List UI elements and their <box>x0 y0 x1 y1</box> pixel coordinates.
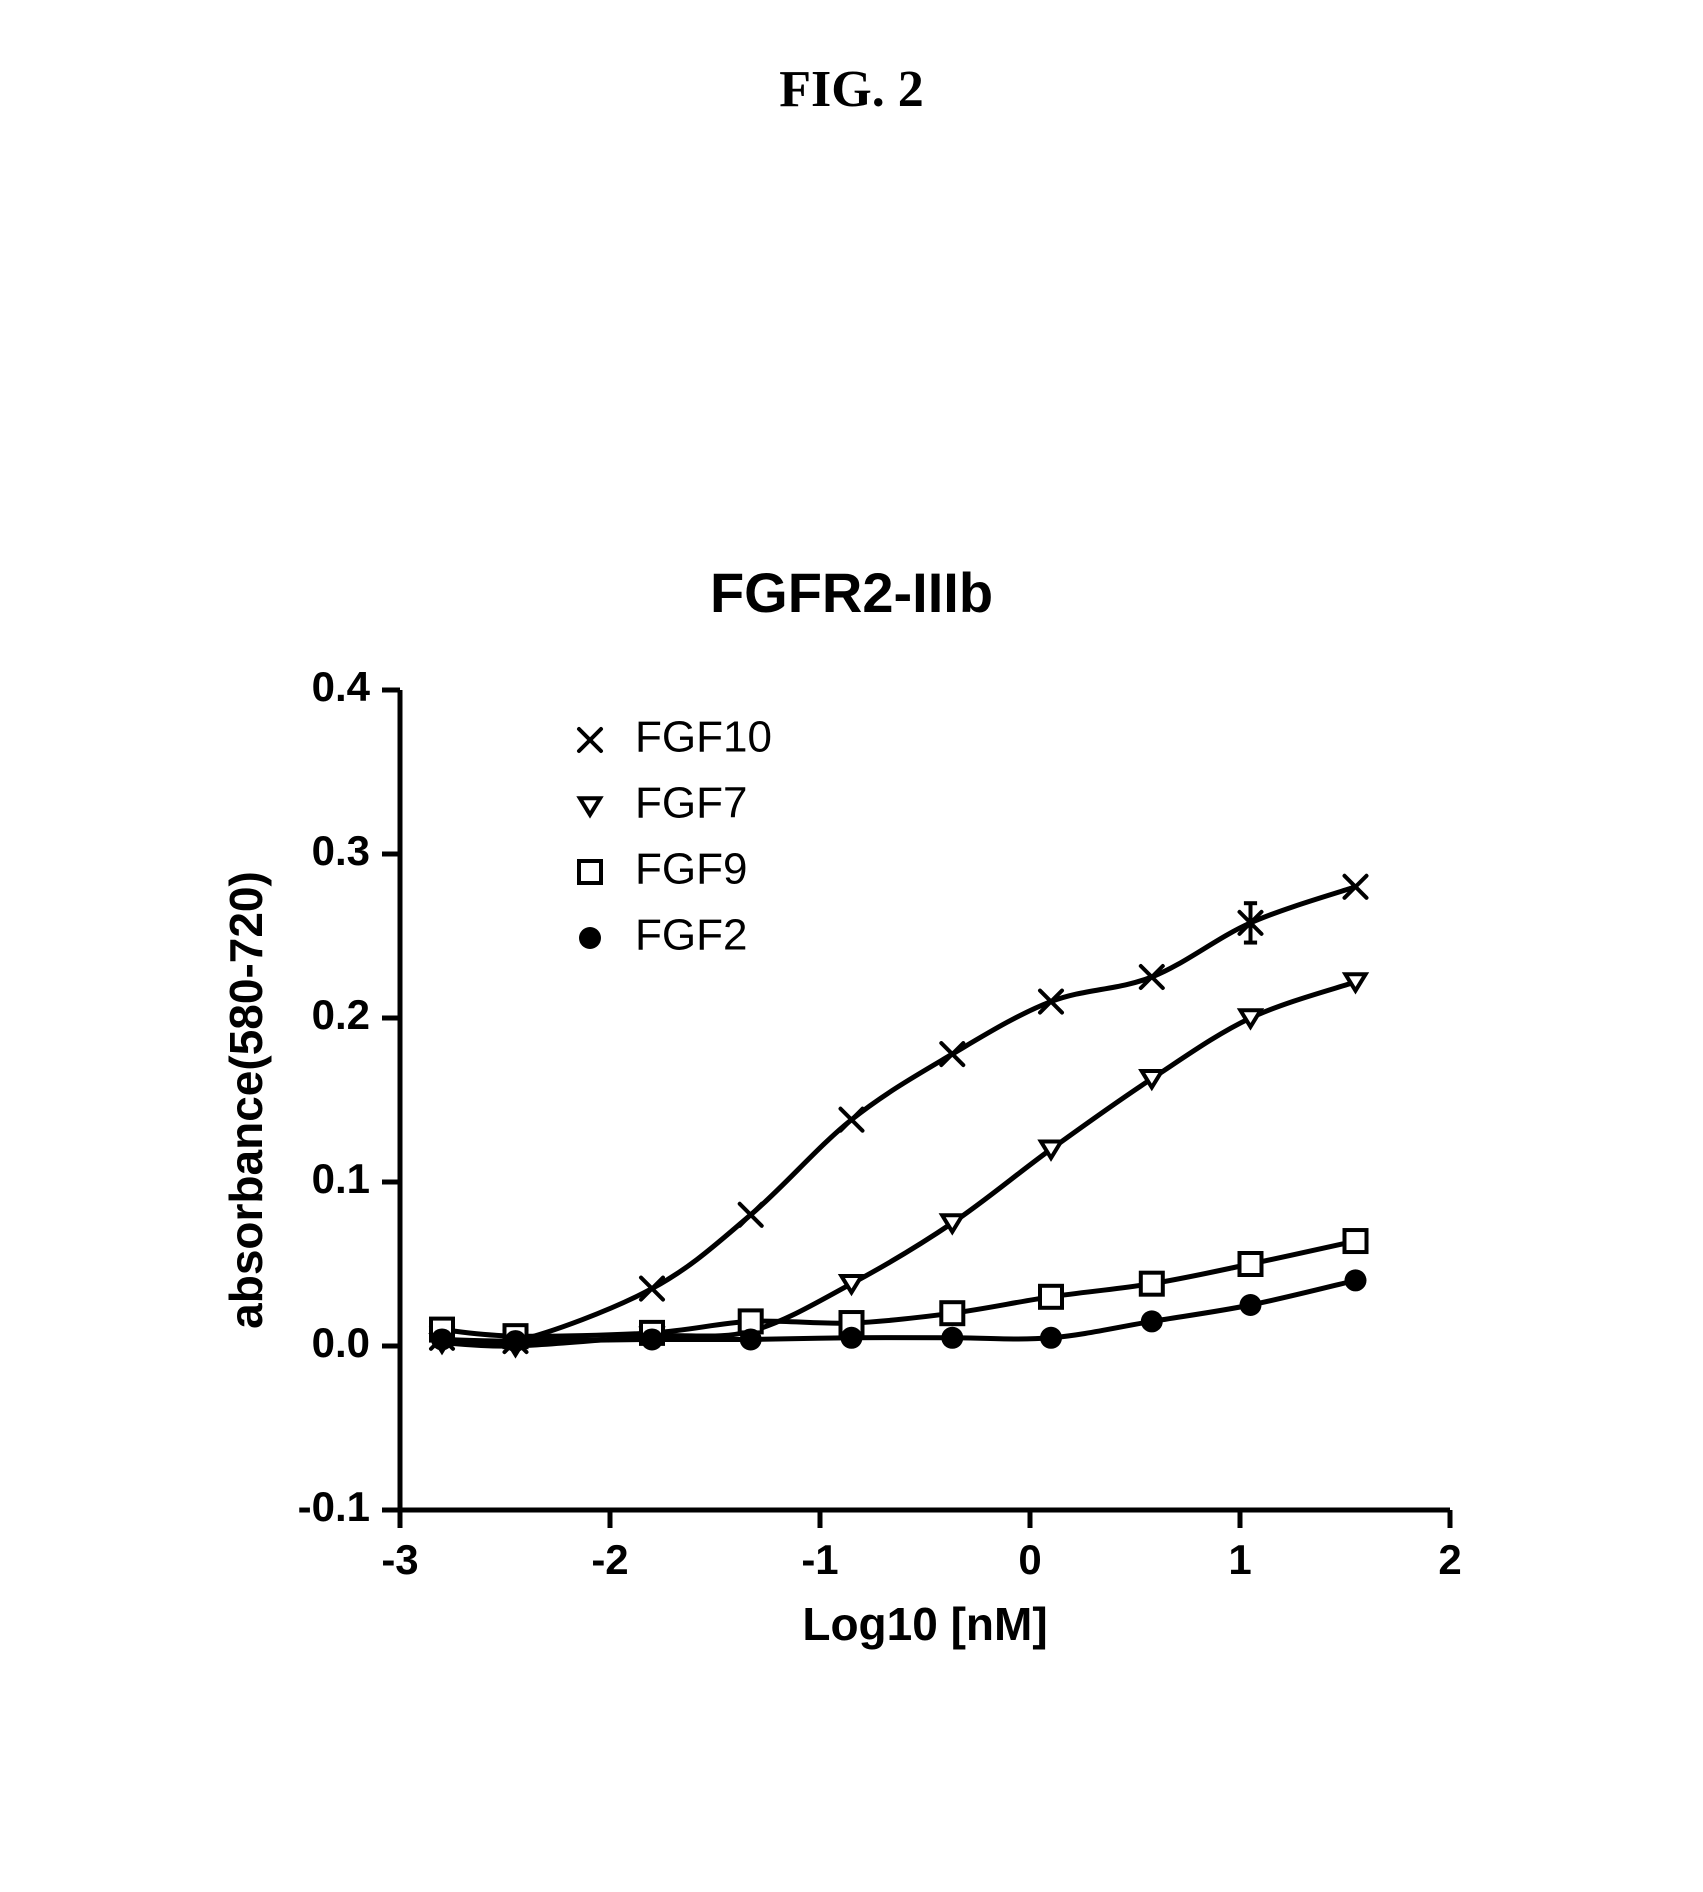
y-tick-label: -0.1 <box>298 1483 370 1530</box>
y-axis-label: absorbance(580-720) <box>220 871 272 1329</box>
x-axis-label: Log10 [nM] <box>802 1598 1047 1650</box>
data-marker <box>1040 1286 1062 1308</box>
legend-label: FGF10 <box>635 713 772 762</box>
data-marker <box>1141 1310 1163 1332</box>
y-tick-label: 0.0 <box>312 1319 370 1366</box>
legend-label: FGF9 <box>635 845 747 894</box>
figure-caption: FIG. 2 <box>0 60 1703 119</box>
markers-layer <box>431 876 1367 1355</box>
x-tick-label: -1 <box>801 1536 838 1583</box>
data-marker <box>1141 1273 1163 1295</box>
data-marker <box>740 1328 762 1350</box>
legend-marker <box>580 798 600 815</box>
x-tick-label: 0 <box>1018 1536 1041 1583</box>
data-marker <box>1345 1269 1367 1291</box>
data-marker <box>1040 991 1062 1013</box>
y-tick-label: 0.4 <box>312 670 371 710</box>
chart-title: FGFR2-IIIb <box>0 560 1703 625</box>
data-marker <box>1040 1327 1062 1349</box>
data-marker <box>1240 1253 1262 1275</box>
x-tick-label: 1 <box>1228 1536 1251 1583</box>
legend-marker <box>579 861 601 883</box>
data-marker <box>1345 1230 1367 1252</box>
data-marker <box>1141 966 1163 988</box>
data-marker <box>431 1328 453 1350</box>
chart-svg: -0.1 0.0 0.1 0.2 0.3 0.4 -3 -2 -1 0 1 2 Log10 [nM] ab… <box>200 670 1550 1770</box>
data-marker <box>505 1330 527 1352</box>
series-curve <box>442 887 1356 1344</box>
legend-label: FGF2 <box>635 911 747 960</box>
data-marker <box>941 1327 963 1349</box>
data-marker <box>941 1302 963 1324</box>
data-marker <box>1240 1010 1260 1027</box>
legend: FGF10 FGF7 FGF9 FGF2 <box>579 713 772 960</box>
series-curve <box>442 1280 1356 1341</box>
data-marker <box>740 1204 762 1226</box>
legend-marker <box>579 927 601 949</box>
legend-label: FGF7 <box>635 779 747 828</box>
series-curve <box>442 982 1356 1346</box>
data-marker <box>841 1109 863 1131</box>
x-tick-label: -3 <box>381 1536 418 1583</box>
y-tick-label: 0.3 <box>312 827 370 874</box>
y-tick-label: 0.1 <box>312 1155 370 1202</box>
data-marker <box>841 1327 863 1349</box>
legend-marker <box>579 729 601 751</box>
x-tick-label: -2 <box>591 1536 628 1583</box>
page: FIG. 2 FGFR2-IIIb -0.10.00.10.20.30.4-3-… <box>0 0 1703 1892</box>
data-marker <box>641 1278 663 1300</box>
data-marker <box>941 1043 963 1065</box>
x-tick-label: 2 <box>1438 1536 1461 1583</box>
data-marker <box>641 1328 663 1350</box>
data-marker <box>1345 974 1365 991</box>
y-tick-label: 0.2 <box>312 991 370 1038</box>
chart-container: -0.1 0.0 0.1 0.2 0.3 0.4 -3 -2 -1 0 1 2 Log10 [nM] ab… <box>200 670 1550 1770</box>
data-marker <box>1240 1294 1262 1316</box>
curves-layer <box>442 887 1356 1346</box>
